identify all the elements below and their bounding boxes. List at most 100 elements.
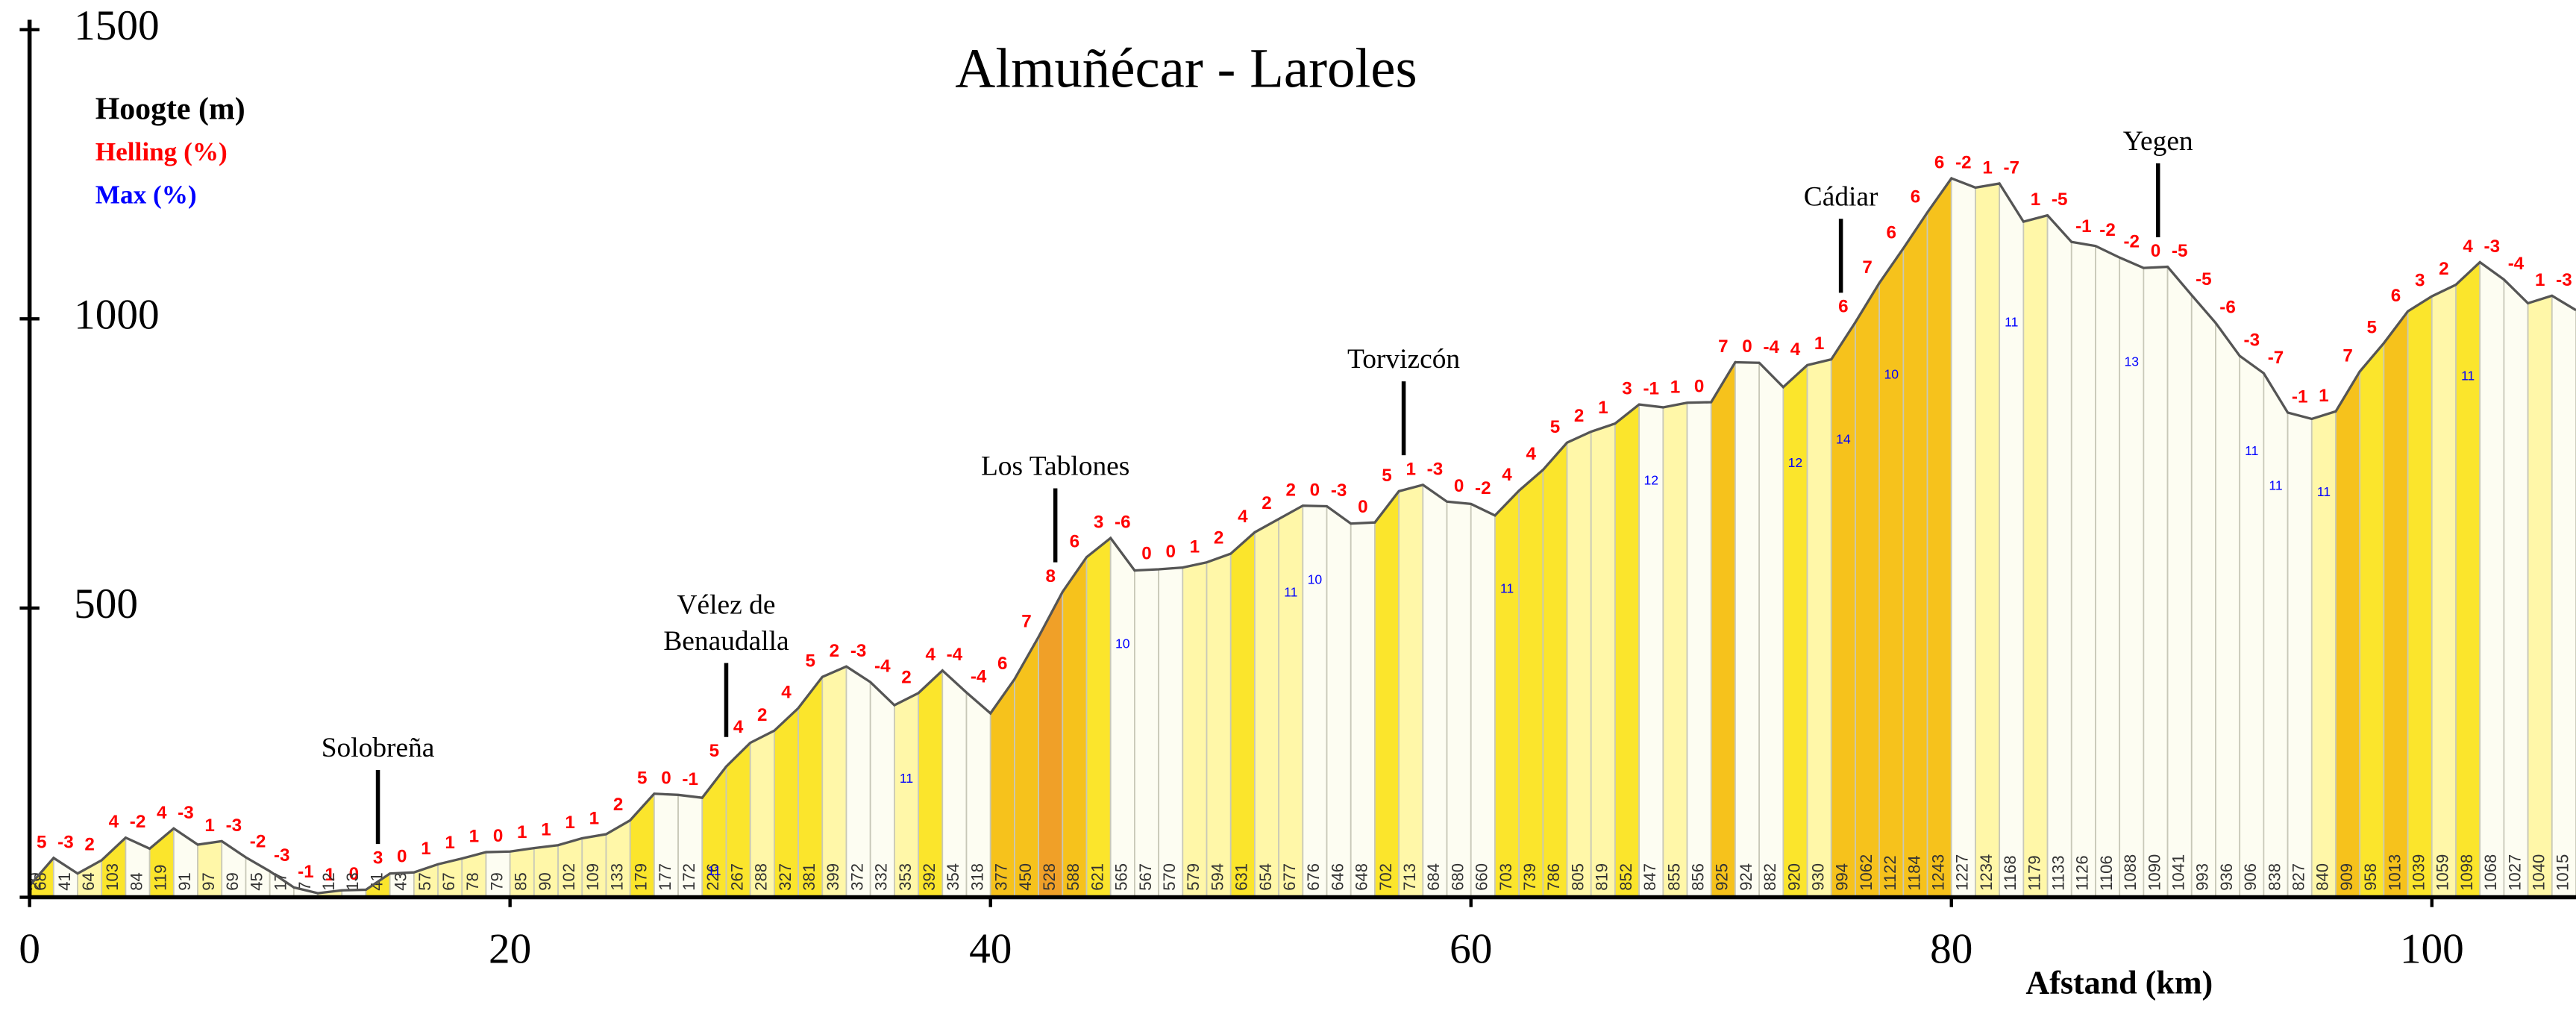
- max-grade-label: 11: [900, 771, 913, 786]
- height-label: 646: [1328, 863, 1347, 891]
- x-tick-label: 40: [969, 926, 1012, 973]
- segment: [2335, 369, 2361, 898]
- place-label: Torvizcón: [1347, 344, 1460, 375]
- max-grade-label: 11: [2269, 478, 2282, 493]
- gradient-label: 1: [204, 816, 214, 836]
- segment: [1326, 504, 1352, 898]
- height-label: 133: [607, 863, 626, 891]
- segment: [1518, 468, 1544, 898]
- gradient-label: 2: [1574, 406, 1584, 426]
- gradient-label: 4: [1526, 444, 1536, 464]
- max-grade-label: 11: [2005, 315, 2018, 330]
- y-tick-label: 500: [74, 580, 138, 628]
- segment: [2407, 295, 2433, 898]
- height-label: 621: [1088, 863, 1106, 891]
- height-label: 1015: [2554, 854, 2572, 891]
- legend-entry: Helling (%): [95, 137, 228, 166]
- gradient-label: 6: [1838, 297, 1848, 317]
- gradient-label: 7: [1718, 337, 1728, 357]
- height-label: 703: [1497, 863, 1515, 891]
- height-label: 1227: [1953, 854, 1972, 891]
- height-label: 588: [1064, 863, 1082, 891]
- height-label: 1027: [2505, 854, 2524, 891]
- gradient-label: -2: [2099, 220, 2116, 240]
- segment: [2046, 213, 2072, 898]
- gradient-label: 4: [157, 803, 167, 823]
- segment: [1158, 566, 1184, 898]
- height-label: 855: [1664, 863, 1683, 891]
- gradient-label: 5: [1550, 417, 1560, 437]
- height-label: 288: [752, 863, 771, 891]
- height-label: 1039: [2410, 854, 2428, 891]
- height-label: 570: [1160, 863, 1179, 891]
- gradient-label: -4: [1763, 337, 1779, 357]
- segment: [1229, 531, 1256, 898]
- gradient-label: 4: [1790, 339, 1801, 360]
- gradient-label: 1: [421, 839, 430, 859]
- gradient-label: 7: [1021, 611, 1031, 631]
- segment: [2143, 266, 2169, 898]
- segment: [1950, 177, 1976, 898]
- legend-entry: Hoogte (m): [95, 92, 245, 126]
- height-label: 450: [1016, 863, 1035, 891]
- gradient-label: 0: [493, 826, 503, 846]
- gradient-label: -1: [682, 769, 698, 789]
- height-label: 925: [1713, 863, 1732, 891]
- height-label: 958: [2361, 863, 2380, 891]
- gradient-label: -7: [2268, 348, 2284, 368]
- height-label: 920: [1784, 863, 1803, 891]
- height-label: 594: [1208, 863, 1226, 891]
- gradient-label: 5: [37, 832, 46, 852]
- gradient-label: 1: [589, 809, 599, 829]
- gradient-label: 7: [2342, 345, 2352, 366]
- max-grade-label: 12: [1788, 455, 1803, 470]
- gradient-label: -3: [1331, 481, 1347, 501]
- height-label: 226: [703, 863, 722, 891]
- height-label: 57: [416, 872, 434, 891]
- height-label: 85: [512, 872, 530, 891]
- gradient-label: 3: [373, 848, 383, 868]
- gradient-label: 3: [2415, 271, 2425, 291]
- height-label: 12: [319, 872, 338, 891]
- segment: [1710, 360, 1736, 898]
- chart-title: Almuñécar - Laroles: [955, 37, 1417, 99]
- gradient-label: 0: [1310, 480, 1320, 500]
- segment: [2022, 214, 2049, 898]
- segment: [1374, 489, 1400, 898]
- height-label: 177: [656, 863, 674, 891]
- segment: [1206, 552, 1232, 898]
- segment: [2455, 260, 2481, 898]
- segment: [1662, 401, 1688, 898]
- gradient-label: 0: [349, 864, 359, 884]
- legend-entry: Max (%): [95, 180, 197, 209]
- gradient-label: 0: [1694, 377, 1704, 397]
- height-label: 41: [55, 872, 74, 891]
- height-label: 840: [2313, 863, 2332, 891]
- height-label: 654: [1256, 863, 1275, 891]
- max-grade-label: 11: [707, 863, 721, 878]
- segment: [1542, 440, 1568, 898]
- height-label: 392: [920, 863, 938, 891]
- max-grade-label: 11: [2245, 443, 2258, 458]
- gradient-label: 2: [84, 834, 94, 854]
- height-label: 1068: [2481, 854, 2500, 891]
- height-label: 79: [487, 872, 506, 891]
- gradient-label: 4: [733, 717, 744, 737]
- height-label: 353: [896, 863, 915, 891]
- segment: [2527, 295, 2553, 898]
- height-label: 567: [1136, 863, 1155, 891]
- height-label: 713: [1400, 863, 1419, 891]
- gradient-label: 3: [1094, 513, 1103, 533]
- gradient-label: 2: [757, 705, 767, 725]
- height-label: 399: [824, 863, 842, 891]
- gradient-label: -4: [2508, 254, 2525, 274]
- gradient-label: 4: [925, 645, 936, 665]
- height-label: 631: [1232, 863, 1251, 891]
- gradient-label: -2: [2123, 232, 2140, 252]
- gradient-label: 8: [1045, 566, 1055, 586]
- gradient-label: 6: [2391, 286, 2401, 306]
- gradient-label: -3: [178, 803, 194, 823]
- gradient-label: 4: [781, 683, 792, 703]
